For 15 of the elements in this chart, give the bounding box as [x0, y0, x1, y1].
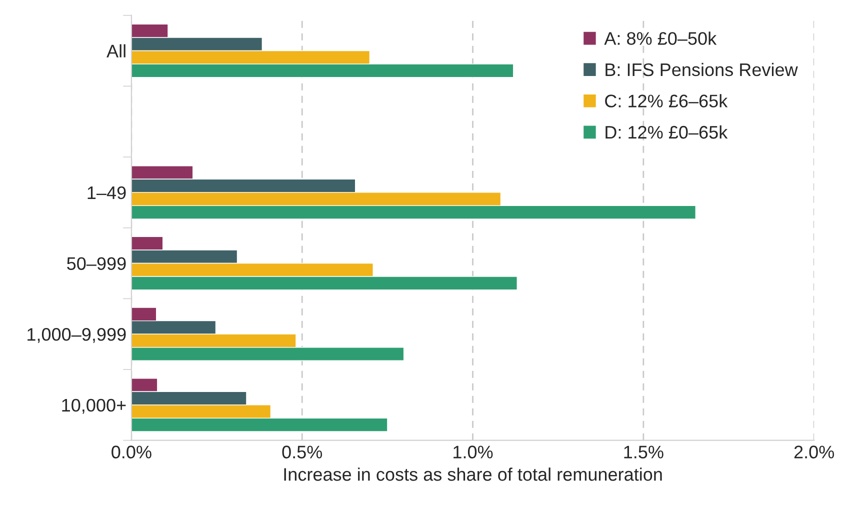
legend-label: A: 8% £0–50k [604, 32, 717, 45]
x-tick-label: 1.0% [454, 446, 493, 458]
x-tick-label: 0.0% [112, 446, 152, 458]
y-tick-label: All [106, 44, 126, 58]
y-tick-label: 1–49 [88, 186, 126, 200]
x-axis-title: Increase in costs as share of total remuneration [284, 468, 662, 481]
legend-label: D: 12% £0–65k [606, 125, 728, 139]
x-tick-label: 1.5% [624, 446, 664, 458]
x-tick-label: 0.5% [282, 446, 322, 458]
y-tick-label: 1,000–9,999 [28, 328, 126, 343]
legend-label: C: 12% £6–65k [605, 94, 728, 108]
x-tick-label: 2.0% [794, 446, 834, 458]
legend-label: B: IFS Pensions Review [606, 62, 798, 76]
y-tick-label: 10,000+ [62, 398, 126, 414]
y-tick-label: 50–999 [67, 257, 126, 270]
